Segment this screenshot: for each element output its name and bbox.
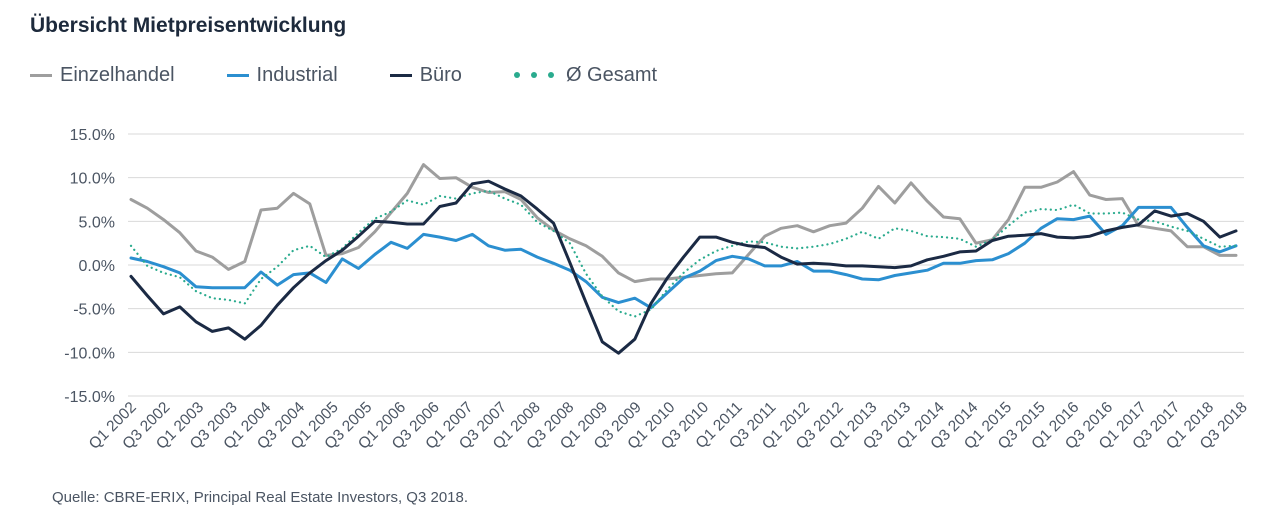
series-line-industrial — [129, 205, 1238, 310]
legend-label-gesamt: Ø Gesamt — [565, 63, 658, 86]
y-tick-label: 10.0% — [70, 171, 115, 188]
y-tick-label: -15.0% — [64, 389, 115, 406]
y-tick-label: -5.0% — [73, 302, 115, 319]
legend-item-buero: Büro — [389, 63, 462, 87]
chart-title: Übersicht Mietpreisentwicklung — [30, 14, 347, 37]
source-note: Quelle: CBRE-ERIX, Principal Real Estate… — [52, 489, 469, 506]
legend-swatch-buero — [389, 73, 412, 77]
legend-item-einzelhandel: Einzelhandel — [30, 64, 175, 87]
legend-item-industrial: Industrial — [226, 63, 338, 87]
legend-swatch-gesamt — [513, 72, 554, 78]
legend-swatch-einzelhandel — [30, 73, 52, 77]
y-tick-label: 15.0% — [70, 127, 115, 144]
legend-item-gesamt: Ø Gesamt — [513, 63, 658, 87]
legend-label-einzelhandel: Einzelhandel — [60, 63, 175, 86]
legend-label-buero: Büro — [419, 63, 462, 86]
y-tick-label: -10.0% — [64, 345, 115, 362]
legend-swatch-industrial — [226, 73, 249, 77]
legend-label-industrial: Industrial — [256, 63, 338, 86]
series-line-b-ro — [129, 179, 1238, 355]
series-line-gesamt — [129, 189, 1238, 318]
legend: Einzelhandel Industrial Büro Ø Gesamt — [30, 62, 709, 88]
series-line-einzelhandel — [129, 163, 1238, 284]
y-tick-label: 5.0% — [79, 214, 115, 231]
y-tick-label: 0.0% — [79, 258, 115, 275]
